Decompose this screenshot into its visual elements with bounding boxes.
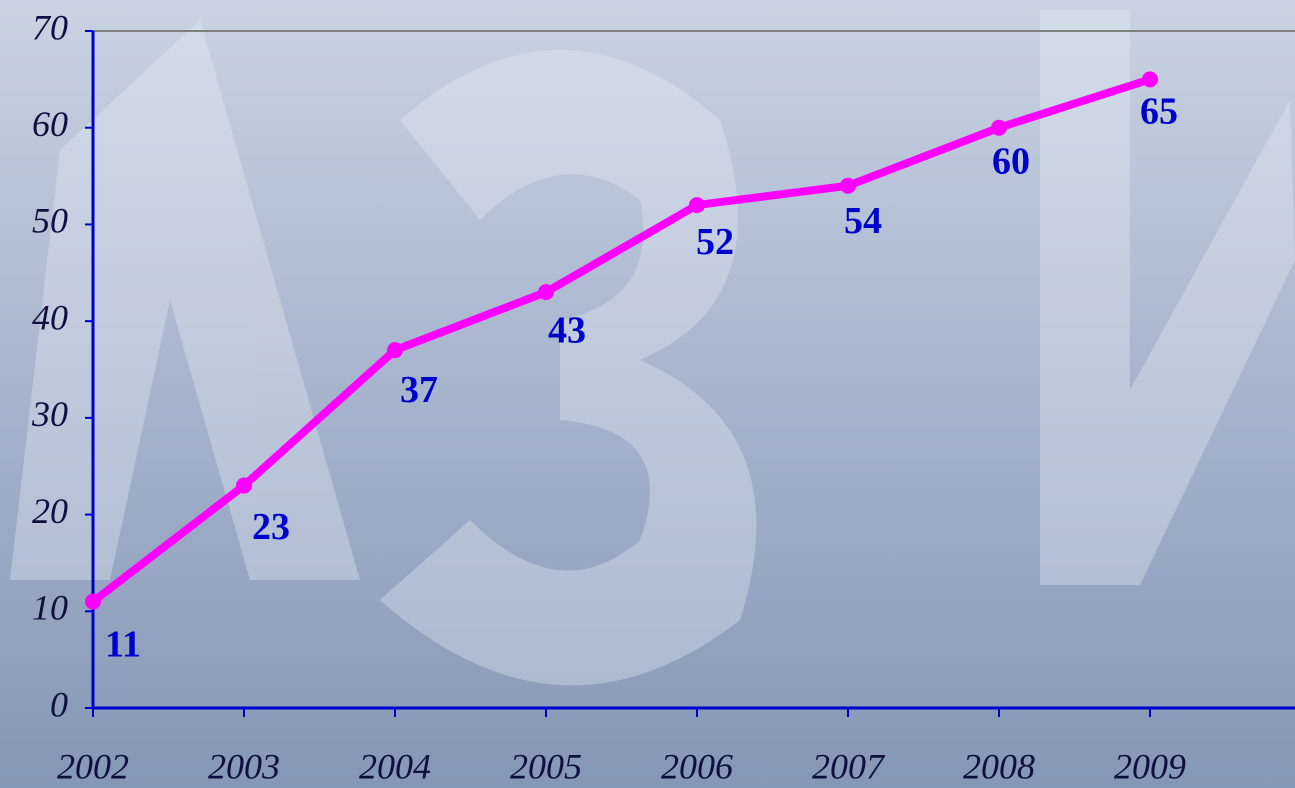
y-tick-label: 30 [31, 394, 68, 434]
x-tick-label: 2003 [208, 746, 280, 786]
y-tick-label: 70 [32, 7, 68, 47]
value-label: 37 [400, 369, 438, 411]
point [689, 197, 705, 213]
y-tick-label: 0 [50, 684, 68, 724]
point [236, 478, 252, 494]
x-tick-label: 2009 [1114, 746, 1186, 786]
y-tick-label: 50 [32, 201, 68, 241]
value-label: 23 [252, 506, 290, 548]
value-label: 65 [1140, 91, 1178, 133]
point [991, 120, 1007, 136]
point [85, 594, 101, 610]
value-label: 60 [992, 140, 1030, 182]
value-label: 11 [105, 623, 141, 665]
x-tick-label: 2004 [359, 746, 431, 786]
y-tick-label: 60 [32, 104, 68, 144]
point [387, 342, 403, 358]
x-tick-label: 2005 [510, 746, 582, 786]
page: {"chart_data": {"type": "line", "categor… [0, 0, 1295, 788]
x-tick-label: 2002 [57, 746, 129, 786]
point [840, 178, 856, 194]
y-tick-label: 40 [32, 297, 68, 337]
point [1142, 71, 1158, 87]
x-tick-label: 2007 [812, 746, 886, 786]
y-tick-label: 20 [32, 491, 68, 531]
point [538, 284, 554, 300]
value-label: 54 [844, 200, 882, 242]
chart: 0 10 20 30 40 50 60 70 2002 2003 2004 2005 2006 2007 2… [0, 0, 1295, 788]
x-tick-label: 2006 [661, 746, 733, 786]
y-tick-label: 10 [32, 588, 68, 628]
value-label: 43 [548, 309, 586, 351]
value-label: 52 [696, 221, 734, 263]
x-tick-label: 2008 [963, 746, 1035, 786]
